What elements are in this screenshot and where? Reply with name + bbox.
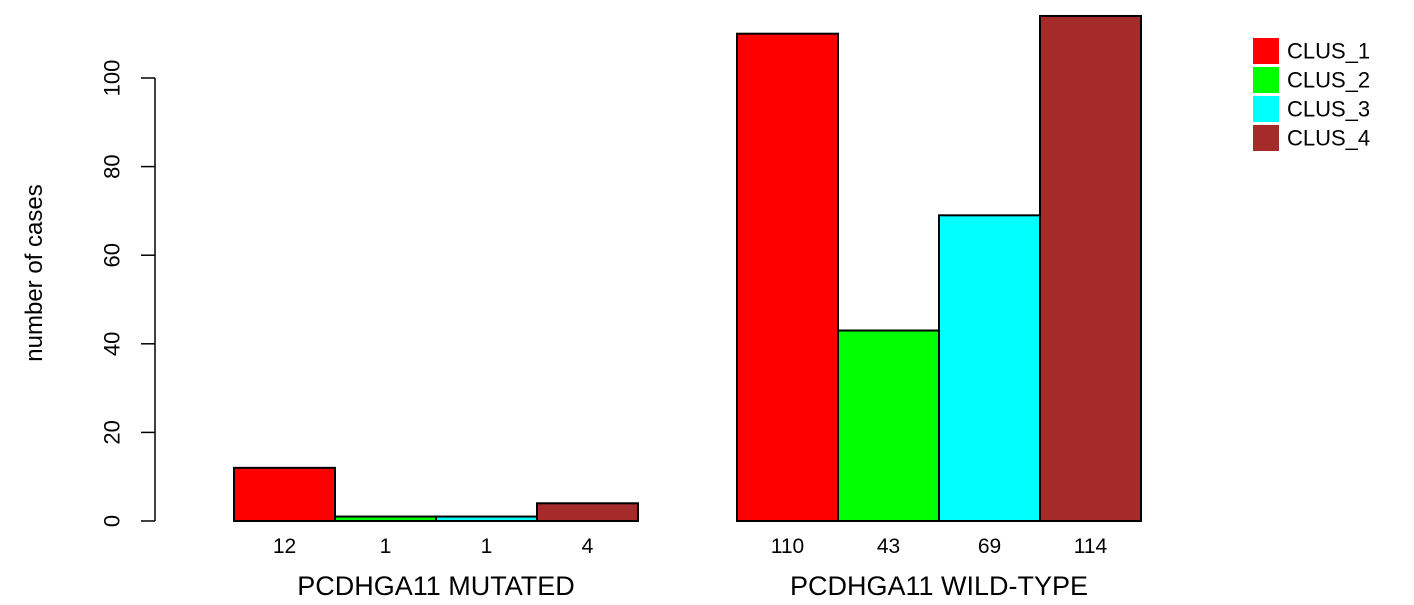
group-labels: PCDHGA11 MUTATED PCDHGA11 WILD-TYPE [297, 571, 1088, 601]
legend-label: CLUS_1 [1287, 39, 1370, 64]
y-tick-label: 100 [100, 60, 125, 97]
bar-value-label: 12 [273, 535, 296, 558]
value-labels: 12 1 1 4 110 43 69 114 [273, 535, 1108, 558]
y-axis: 0 20 40 60 80 100 [100, 60, 156, 527]
y-axis-title: number of cases [21, 184, 48, 361]
bar-clus-4-group-2 [1039, 14, 1142, 522]
bars [233, 14, 1142, 523]
bar-value-label: 1 [481, 535, 493, 558]
group-label: PCDHGA11 MUTATED [297, 571, 575, 601]
bar-clus-2-group-1 [334, 515, 437, 523]
legend-swatch-clus-2 [1253, 67, 1279, 93]
bar-clus-3-group-2 [938, 214, 1041, 523]
legend-swatch-clus-3 [1253, 96, 1279, 122]
bar-clus-1-group-1 [233, 466, 336, 522]
y-tick-label: 80 [100, 154, 125, 178]
y-tick-label: 40 [100, 332, 125, 356]
bar-clus-3-group-1 [435, 515, 538, 523]
bar-value-label: 69 [978, 535, 1001, 558]
legend-label: CLUS_3 [1287, 97, 1370, 122]
bar-value-label: 114 [1074, 535, 1108, 558]
bar-value-label: 4 [582, 535, 594, 558]
legend-label: CLUS_2 [1287, 68, 1370, 93]
legend-swatch-clus-1 [1253, 38, 1279, 64]
group-label: PCDHGA11 WILD-TYPE [790, 571, 1088, 601]
y-tick-label: 0 [100, 515, 125, 527]
bar-clus-2-group-2 [837, 329, 940, 523]
y-tick-label: 20 [100, 420, 125, 444]
legend-label: CLUS_4 [1287, 126, 1370, 151]
legend-swatch-clus-4 [1253, 125, 1279, 151]
bar-clus-4-group-1 [536, 502, 639, 522]
bar-value-label: 1 [380, 535, 392, 558]
legend: CLUS_1 CLUS_2 CLUS_3 CLUS_4 [1253, 38, 1370, 151]
y-tick-label: 60 [100, 243, 125, 267]
bar-value-label: 43 [877, 535, 900, 558]
bar-clus-1-group-2 [736, 32, 839, 522]
bar-value-label: 110 [771, 535, 804, 558]
